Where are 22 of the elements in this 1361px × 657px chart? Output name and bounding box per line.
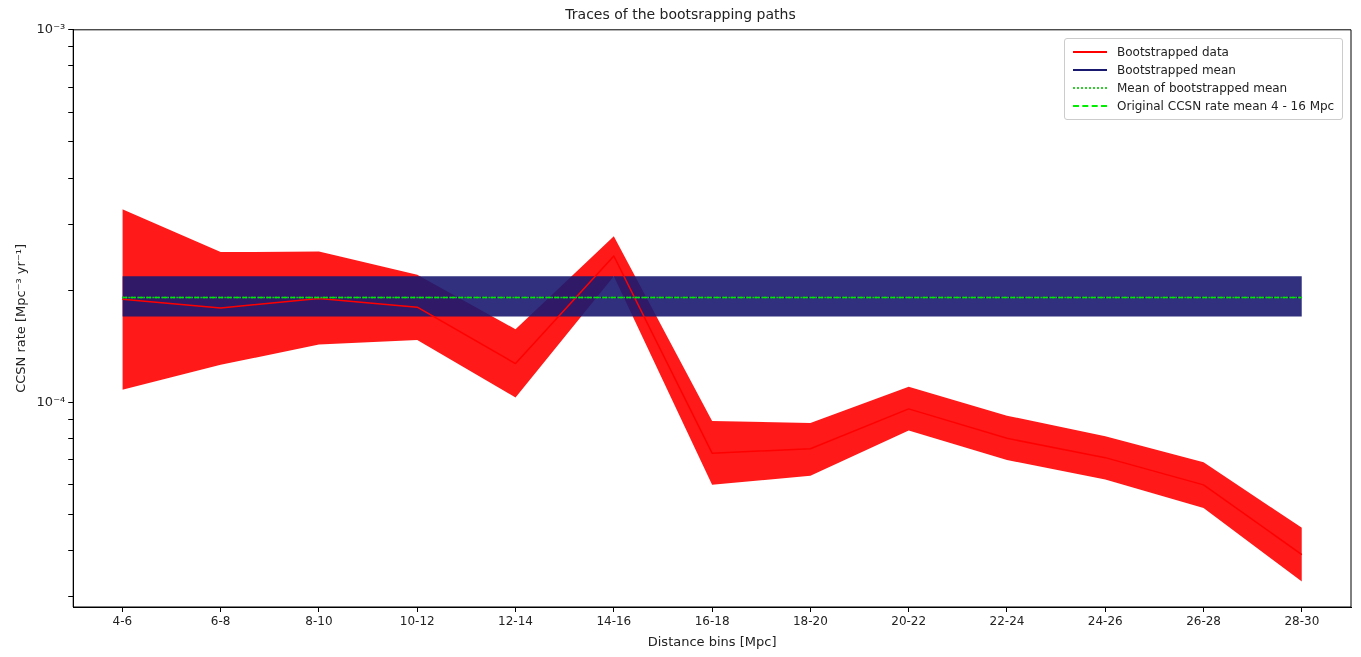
x-tick-label: 14-16 xyxy=(596,614,632,629)
x-tick-label: 4-6 xyxy=(112,614,133,629)
x-tick-label: 12-14 xyxy=(498,614,533,629)
legend-label: Mean of bootstrapped mean xyxy=(1117,79,1288,97)
x-tick-label: 6-8 xyxy=(210,614,231,629)
x-tick-label: 22-24 xyxy=(989,614,1025,629)
x-axis-title: Distance bins [Mpc] xyxy=(647,633,777,649)
legend-label: Bootstrapped data xyxy=(1117,43,1229,61)
x-tick-label: 28-30 xyxy=(1284,614,1320,629)
x-tick-label: 20-22 xyxy=(891,614,927,629)
x-tick-label: 18-20 xyxy=(792,614,828,629)
legend-label: Original CCSN rate mean 4 - 16 Mpc xyxy=(1117,97,1335,115)
y-tick-label: 10⁻³ xyxy=(36,21,66,37)
x-tick-label: 16-18 xyxy=(694,614,730,629)
x-tick-label: 24-26 xyxy=(1087,614,1123,629)
chart-title: Traces of the bootsrapping paths xyxy=(564,6,796,23)
legend-label: Bootstrapped mean xyxy=(1117,61,1236,79)
x-tick-label: 8-10 xyxy=(305,614,333,629)
x-tick-label: 26-28 xyxy=(1186,614,1221,629)
y-tick-label: 10⁻⁴ xyxy=(36,393,66,409)
x-tick-label: 10-12 xyxy=(399,614,435,629)
y-axis-title: CCSN rate [Mpc⁻³ yr⁻¹] xyxy=(13,243,29,393)
